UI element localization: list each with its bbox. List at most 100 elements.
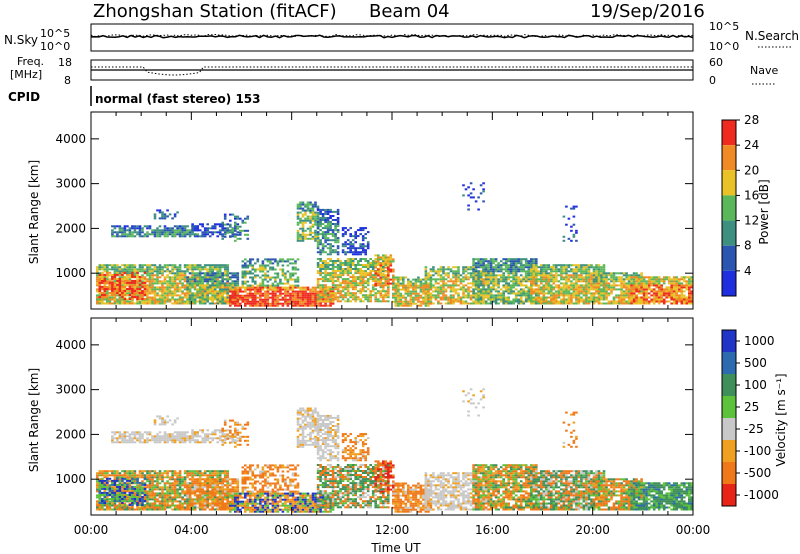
- power-cell: [597, 274, 601, 277]
- power-cell: [213, 284, 217, 287]
- power-cell: [384, 290, 388, 293]
- power-cell: [519, 292, 523, 295]
- power-cell: [660, 298, 663, 301]
- power-cell: [512, 272, 515, 275]
- power-cell: [198, 282, 202, 285]
- power-cell: [331, 268, 335, 270]
- power-cell: [324, 262, 327, 264]
- power-cell: [387, 272, 390, 275]
- power-cell: [218, 288, 222, 291]
- power-cell: [98, 277, 102, 280]
- power-cell: [627, 302, 631, 305]
- power-cell: [652, 300, 656, 303]
- power-cell: [336, 247, 340, 250]
- power-cell: [111, 273, 114, 276]
- power-cell: [469, 294, 473, 297]
- power-cell: [542, 290, 546, 293]
- power-cell: [371, 264, 375, 266]
- power-cell: [550, 300, 553, 303]
- power-cell: [336, 292, 340, 295]
- power-cell: [585, 268, 588, 271]
- power-cell: [329, 268, 332, 270]
- power-cell: [101, 302, 104, 305]
- power-cell: [447, 272, 450, 275]
- power-cell: [301, 231, 305, 234]
- power-cell: [196, 274, 199, 277]
- power-cell: [153, 229, 157, 232]
- power-cell: [193, 302, 197, 305]
- power-cell: [474, 262, 478, 265]
- power-cell: [527, 294, 531, 297]
- power-cell: [359, 272, 362, 275]
- power-cell: [512, 260, 515, 263]
- power-cell: [555, 286, 558, 289]
- power-cell: [427, 290, 430, 293]
- power-cell: [552, 268, 556, 271]
- power-cell: [422, 296, 425, 299]
- power-cell: [161, 280, 164, 283]
- power-cell: [239, 298, 242, 301]
- power-cell: [186, 276, 189, 279]
- power-cell: [366, 241, 370, 244]
- power-cell: [196, 290, 199, 293]
- power-cell: [605, 280, 608, 283]
- power-cell: [512, 266, 515, 269]
- power-cell: [492, 280, 495, 283]
- power-cell: [530, 268, 533, 271]
- power-cell: [166, 270, 169, 273]
- power-cell: [344, 296, 347, 299]
- power-cell: [281, 272, 285, 275]
- power-cell: [351, 284, 355, 287]
- power-cell: [524, 264, 528, 267]
- power-cell: [128, 300, 132, 303]
- power-cell: [497, 266, 500, 269]
- power-cell: [196, 225, 199, 228]
- power-cell: [472, 296, 475, 299]
- power-cell: [229, 296, 232, 299]
- power-cell: [198, 229, 202, 232]
- power-cell: [324, 296, 327, 299]
- power-cell: [617, 278, 621, 281]
- power-cell: [121, 231, 124, 234]
- power-cell: [128, 294, 132, 296]
- power-cell: [118, 283, 122, 286]
- power-cell: [530, 278, 533, 281]
- power-cell: [141, 227, 144, 230]
- power-cell: [161, 270, 164, 273]
- power-cell: [532, 272, 536, 275]
- power-cell: [417, 298, 420, 301]
- power-cell: [509, 290, 513, 293]
- power-cell: [509, 264, 513, 267]
- power-cell: [121, 292, 124, 294]
- power-cell: [326, 288, 330, 291]
- power-cell: [103, 281, 107, 284]
- power-cell: [444, 268, 448, 271]
- power-cell: [128, 270, 132, 273]
- power-cell: [334, 288, 337, 291]
- power-cell: [662, 282, 666, 285]
- power-cell: [223, 288, 227, 291]
- power-cell: [299, 292, 302, 295]
- power-cell: [246, 280, 250, 283]
- power-cell: [158, 231, 162, 234]
- power-cell: [203, 290, 207, 293]
- power-cell: [158, 235, 162, 238]
- power-cell: [276, 260, 280, 263]
- power-cell: [457, 298, 460, 301]
- power-cell: [351, 282, 355, 285]
- power-cell: [507, 278, 510, 281]
- power-cell: [382, 258, 385, 261]
- power-cell: [344, 241, 347, 244]
- power-cell: [314, 286, 317, 289]
- power-cell: [208, 292, 212, 295]
- power-cell: [158, 272, 162, 275]
- power-cell: [153, 290, 157, 293]
- nave-trace: [91, 66, 693, 76]
- power-cell: [555, 284, 558, 287]
- power-cell: [133, 272, 137, 275]
- power-cell: [422, 282, 425, 285]
- power-cell: [326, 208, 330, 211]
- power-cell: [464, 296, 468, 299]
- power-cell: [128, 235, 132, 238]
- power-cell: [397, 296, 400, 299]
